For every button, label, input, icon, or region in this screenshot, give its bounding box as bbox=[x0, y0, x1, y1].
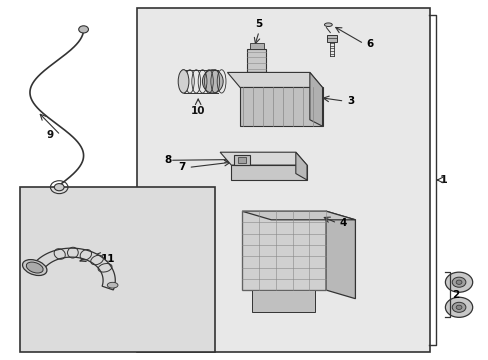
Text: 4: 4 bbox=[339, 218, 346, 228]
Bar bbox=[234, 155, 249, 165]
Text: 6: 6 bbox=[366, 39, 373, 49]
Text: 9: 9 bbox=[46, 130, 53, 140]
Circle shape bbox=[455, 280, 461, 284]
Polygon shape bbox=[309, 72, 322, 126]
Bar bbox=[327, 35, 336, 42]
Ellipse shape bbox=[202, 70, 223, 93]
Polygon shape bbox=[220, 152, 306, 165]
Bar bbox=[237, 157, 246, 163]
Text: 1: 1 bbox=[439, 175, 447, 185]
Ellipse shape bbox=[26, 262, 43, 273]
Polygon shape bbox=[295, 152, 306, 180]
FancyBboxPatch shape bbox=[246, 49, 266, 72]
Circle shape bbox=[54, 184, 64, 191]
Polygon shape bbox=[240, 87, 322, 126]
Polygon shape bbox=[231, 165, 306, 180]
Circle shape bbox=[445, 272, 472, 292]
Text: 7: 7 bbox=[178, 162, 185, 172]
Polygon shape bbox=[242, 211, 355, 220]
Text: 10: 10 bbox=[190, 107, 205, 117]
Text: 2: 2 bbox=[451, 290, 459, 300]
Bar bbox=[137, 8, 429, 352]
Polygon shape bbox=[242, 211, 325, 290]
Circle shape bbox=[445, 297, 472, 318]
Text: 8: 8 bbox=[164, 155, 171, 165]
Ellipse shape bbox=[178, 70, 188, 93]
Text: 3: 3 bbox=[346, 96, 353, 106]
Ellipse shape bbox=[22, 260, 47, 275]
Polygon shape bbox=[325, 211, 355, 299]
Polygon shape bbox=[32, 248, 115, 290]
Circle shape bbox=[451, 277, 465, 287]
Text: 11: 11 bbox=[101, 253, 115, 264]
Polygon shape bbox=[251, 290, 314, 312]
Bar bbox=[249, 42, 263, 49]
Text: 5: 5 bbox=[255, 19, 262, 30]
Ellipse shape bbox=[324, 23, 331, 27]
Circle shape bbox=[451, 302, 465, 312]
Bar bbox=[20, 187, 215, 352]
Circle shape bbox=[455, 305, 461, 310]
Circle shape bbox=[79, 26, 88, 33]
Polygon shape bbox=[227, 72, 322, 87]
Ellipse shape bbox=[107, 282, 118, 288]
